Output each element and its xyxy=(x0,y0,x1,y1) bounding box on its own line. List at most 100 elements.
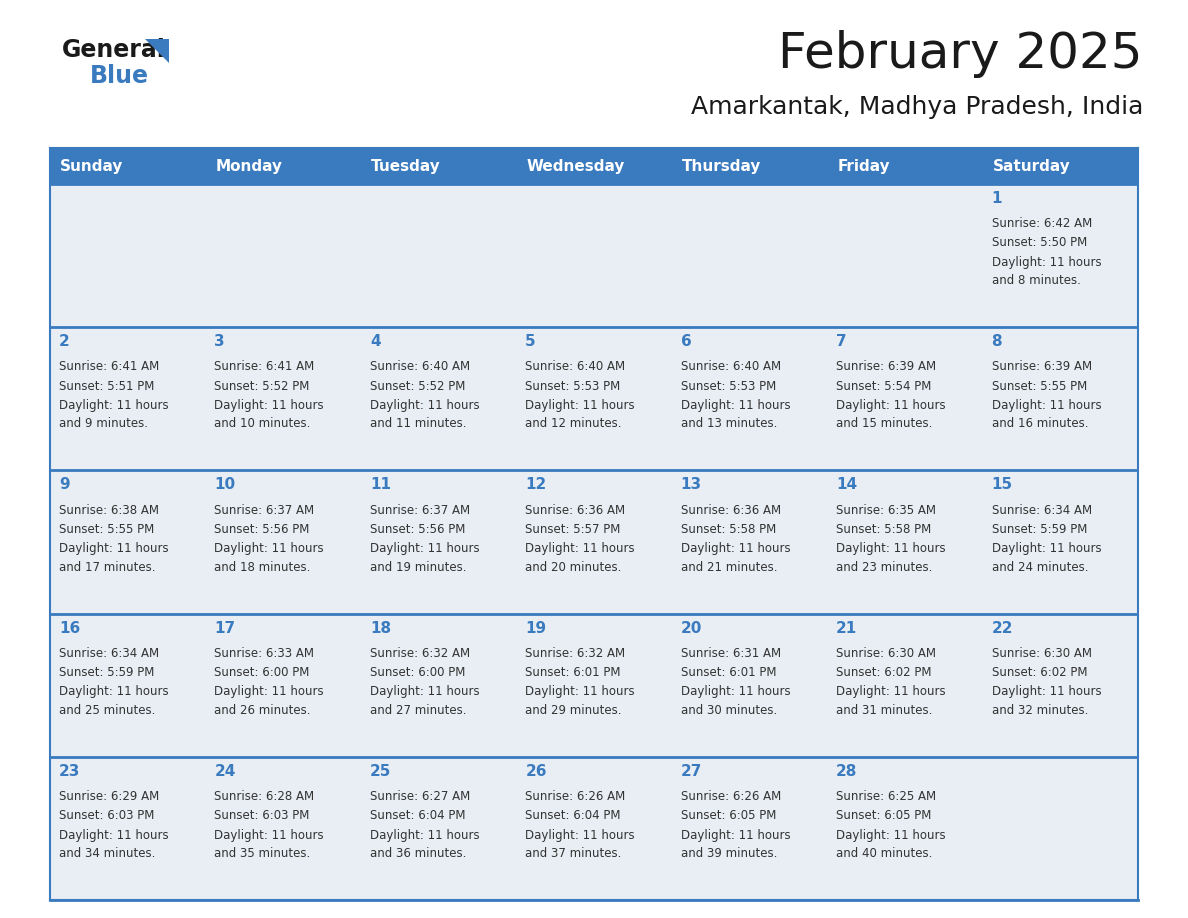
Text: 25: 25 xyxy=(369,764,391,778)
Text: 24: 24 xyxy=(214,764,235,778)
Bar xyxy=(50,184,206,327)
Text: and 30 minutes.: and 30 minutes. xyxy=(681,704,777,717)
Text: Sunset: 5:50 PM: Sunset: 5:50 PM xyxy=(992,237,1087,250)
Text: Sunrise: 6:28 AM: Sunrise: 6:28 AM xyxy=(214,790,315,803)
Text: and 10 minutes.: and 10 minutes. xyxy=(214,418,311,431)
Text: Sunrise: 6:31 AM: Sunrise: 6:31 AM xyxy=(681,647,781,660)
Bar xyxy=(517,184,671,327)
Bar xyxy=(50,470,206,613)
Bar xyxy=(206,470,361,613)
Text: Sunrise: 6:37 AM: Sunrise: 6:37 AM xyxy=(369,504,470,517)
Text: Monday: Monday xyxy=(215,159,283,174)
Text: Sunrise: 6:30 AM: Sunrise: 6:30 AM xyxy=(836,647,936,660)
Bar xyxy=(361,613,517,756)
Text: Tuesday: Tuesday xyxy=(371,159,441,174)
Text: Daylight: 11 hours: Daylight: 11 hours xyxy=(836,829,946,842)
Bar xyxy=(671,613,827,756)
Text: Daylight: 11 hours: Daylight: 11 hours xyxy=(525,543,634,555)
Text: Daylight: 11 hours: Daylight: 11 hours xyxy=(836,399,946,412)
Bar xyxy=(517,613,671,756)
Text: Sunset: 5:53 PM: Sunset: 5:53 PM xyxy=(525,380,620,393)
Text: Daylight: 11 hours: Daylight: 11 hours xyxy=(992,543,1101,555)
Text: Daylight: 11 hours: Daylight: 11 hours xyxy=(525,399,634,412)
Text: Sunrise: 6:36 AM: Sunrise: 6:36 AM xyxy=(525,504,625,517)
Text: and 21 minutes.: and 21 minutes. xyxy=(681,561,777,574)
Text: 27: 27 xyxy=(681,764,702,778)
Text: Daylight: 11 hours: Daylight: 11 hours xyxy=(369,543,480,555)
Text: and 40 minutes.: and 40 minutes. xyxy=(836,847,933,860)
Text: 18: 18 xyxy=(369,621,391,635)
Text: Sunrise: 6:30 AM: Sunrise: 6:30 AM xyxy=(992,647,1092,660)
Text: Sunrise: 6:27 AM: Sunrise: 6:27 AM xyxy=(369,790,470,803)
Text: Sunrise: 6:40 AM: Sunrise: 6:40 AM xyxy=(369,361,470,374)
Text: Sunrise: 6:29 AM: Sunrise: 6:29 AM xyxy=(59,790,159,803)
Text: Sunset: 6:01 PM: Sunset: 6:01 PM xyxy=(681,666,776,679)
Bar xyxy=(982,470,1138,613)
Text: Sunset: 5:52 PM: Sunset: 5:52 PM xyxy=(369,380,466,393)
Text: Sunrise: 6:40 AM: Sunrise: 6:40 AM xyxy=(681,361,781,374)
Bar xyxy=(827,327,982,470)
Text: Daylight: 11 hours: Daylight: 11 hours xyxy=(681,543,790,555)
Text: and 9 minutes.: and 9 minutes. xyxy=(59,418,148,431)
Bar xyxy=(982,756,1138,900)
Text: 23: 23 xyxy=(59,764,81,778)
Text: Sunrise: 6:26 AM: Sunrise: 6:26 AM xyxy=(681,790,781,803)
Text: Sunset: 5:58 PM: Sunset: 5:58 PM xyxy=(681,523,776,536)
Text: Sunrise: 6:42 AM: Sunrise: 6:42 AM xyxy=(992,218,1092,230)
Text: Sunset: 5:58 PM: Sunset: 5:58 PM xyxy=(836,523,931,536)
Bar xyxy=(361,184,517,327)
Text: Sunset: 5:54 PM: Sunset: 5:54 PM xyxy=(836,380,931,393)
Text: Daylight: 11 hours: Daylight: 11 hours xyxy=(681,399,790,412)
Text: 1: 1 xyxy=(992,191,1001,206)
Text: 2: 2 xyxy=(59,334,70,349)
Text: and 31 minutes.: and 31 minutes. xyxy=(836,704,933,717)
Text: 4: 4 xyxy=(369,334,380,349)
Text: Daylight: 11 hours: Daylight: 11 hours xyxy=(59,829,169,842)
Text: Sunset: 6:05 PM: Sunset: 6:05 PM xyxy=(681,810,776,823)
Text: 22: 22 xyxy=(992,621,1013,635)
Text: Daylight: 11 hours: Daylight: 11 hours xyxy=(992,686,1101,699)
Text: Daylight: 11 hours: Daylight: 11 hours xyxy=(59,399,169,412)
Text: Sunset: 6:04 PM: Sunset: 6:04 PM xyxy=(525,810,621,823)
Text: Sunrise: 6:32 AM: Sunrise: 6:32 AM xyxy=(369,647,470,660)
Text: and 19 minutes.: and 19 minutes. xyxy=(369,561,467,574)
Text: Daylight: 11 hours: Daylight: 11 hours xyxy=(525,829,634,842)
Text: 15: 15 xyxy=(992,477,1012,492)
Text: Sunrise: 6:41 AM: Sunrise: 6:41 AM xyxy=(214,361,315,374)
Text: 7: 7 xyxy=(836,334,847,349)
Text: Daylight: 11 hours: Daylight: 11 hours xyxy=(59,543,169,555)
Text: Sunrise: 6:41 AM: Sunrise: 6:41 AM xyxy=(59,361,159,374)
Bar xyxy=(361,148,517,184)
Text: and 20 minutes.: and 20 minutes. xyxy=(525,561,621,574)
Text: 6: 6 xyxy=(681,334,691,349)
Bar xyxy=(982,613,1138,756)
Text: Sunset: 5:53 PM: Sunset: 5:53 PM xyxy=(681,380,776,393)
Bar xyxy=(982,184,1138,327)
Bar xyxy=(671,327,827,470)
Text: Wednesday: Wednesday xyxy=(526,159,625,174)
Text: Sunrise: 6:39 AM: Sunrise: 6:39 AM xyxy=(992,361,1092,374)
Text: Daylight: 11 hours: Daylight: 11 hours xyxy=(992,256,1101,269)
Text: Sunset: 5:55 PM: Sunset: 5:55 PM xyxy=(59,523,154,536)
Text: Sunset: 5:59 PM: Sunset: 5:59 PM xyxy=(992,523,1087,536)
Bar xyxy=(517,327,671,470)
Bar xyxy=(206,756,361,900)
Text: Sunset: 6:02 PM: Sunset: 6:02 PM xyxy=(992,666,1087,679)
Text: 10: 10 xyxy=(214,477,235,492)
Text: Sunrise: 6:35 AM: Sunrise: 6:35 AM xyxy=(836,504,936,517)
Bar xyxy=(50,756,206,900)
Text: Sunset: 6:04 PM: Sunset: 6:04 PM xyxy=(369,810,466,823)
Text: and 23 minutes.: and 23 minutes. xyxy=(836,561,933,574)
Text: and 37 minutes.: and 37 minutes. xyxy=(525,847,621,860)
Polygon shape xyxy=(145,39,169,63)
Text: Sunrise: 6:36 AM: Sunrise: 6:36 AM xyxy=(681,504,781,517)
Text: 5: 5 xyxy=(525,334,536,349)
Text: Daylight: 11 hours: Daylight: 11 hours xyxy=(214,543,324,555)
Text: 21: 21 xyxy=(836,621,858,635)
Bar xyxy=(50,613,206,756)
Text: Daylight: 11 hours: Daylight: 11 hours xyxy=(214,399,324,412)
Text: 28: 28 xyxy=(836,764,858,778)
Bar xyxy=(50,148,206,184)
Text: Sunset: 6:02 PM: Sunset: 6:02 PM xyxy=(836,666,931,679)
Text: and 32 minutes.: and 32 minutes. xyxy=(992,704,1088,717)
